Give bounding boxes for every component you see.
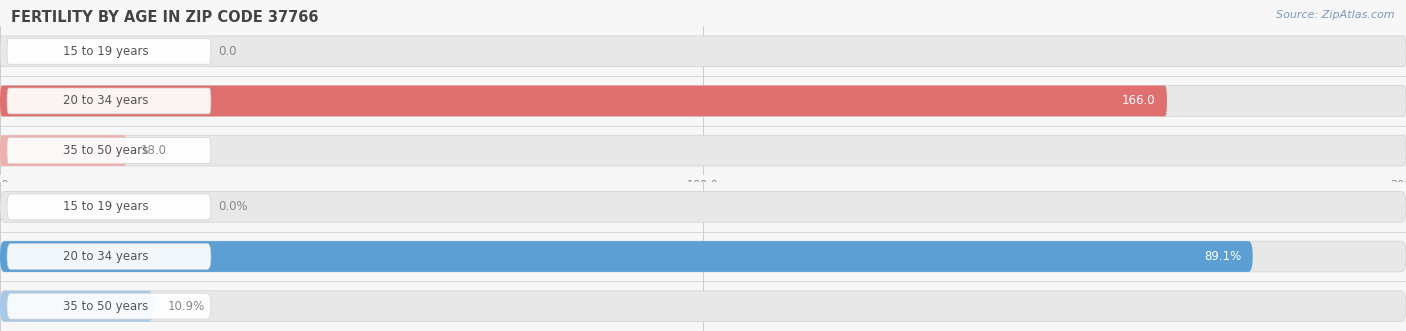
FancyBboxPatch shape	[0, 36, 1406, 67]
FancyBboxPatch shape	[0, 86, 1406, 116]
Text: 0.0: 0.0	[218, 45, 236, 58]
FancyBboxPatch shape	[0, 135, 127, 166]
Text: 15 to 19 years: 15 to 19 years	[63, 45, 148, 58]
FancyBboxPatch shape	[7, 194, 211, 220]
Text: 10.9%: 10.9%	[167, 300, 204, 313]
FancyBboxPatch shape	[7, 138, 211, 164]
FancyBboxPatch shape	[7, 38, 211, 64]
Text: 18.0: 18.0	[141, 144, 166, 157]
Text: 35 to 50 years: 35 to 50 years	[63, 144, 148, 157]
FancyBboxPatch shape	[0, 86, 1167, 116]
FancyBboxPatch shape	[7, 88, 211, 114]
Text: FERTILITY BY AGE IN ZIP CODE 37766: FERTILITY BY AGE IN ZIP CODE 37766	[11, 10, 319, 25]
Text: Source: ZipAtlas.com: Source: ZipAtlas.com	[1277, 10, 1395, 20]
FancyBboxPatch shape	[0, 241, 1406, 272]
Text: 0.0%: 0.0%	[218, 200, 247, 213]
FancyBboxPatch shape	[7, 244, 211, 269]
FancyBboxPatch shape	[0, 241, 1253, 272]
FancyBboxPatch shape	[7, 293, 211, 319]
FancyBboxPatch shape	[0, 191, 1406, 222]
Text: 35 to 50 years: 35 to 50 years	[63, 300, 148, 313]
Text: 89.1%: 89.1%	[1205, 250, 1241, 263]
FancyBboxPatch shape	[0, 135, 1406, 166]
Text: 15 to 19 years: 15 to 19 years	[63, 200, 148, 213]
FancyBboxPatch shape	[0, 291, 153, 322]
Text: 166.0: 166.0	[1122, 94, 1156, 108]
Text: 20 to 34 years: 20 to 34 years	[63, 250, 148, 263]
FancyBboxPatch shape	[0, 291, 1406, 322]
Text: 20 to 34 years: 20 to 34 years	[63, 94, 148, 108]
